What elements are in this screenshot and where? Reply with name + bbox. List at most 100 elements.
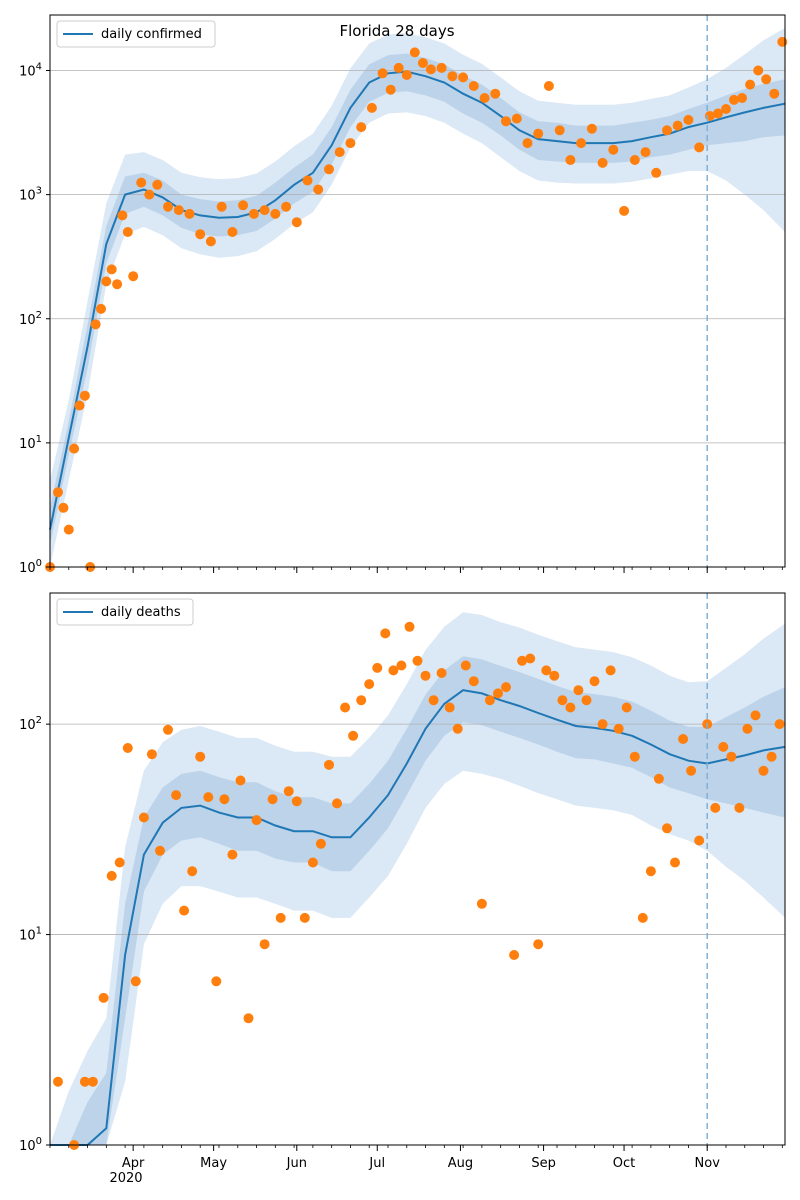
deaths-axes-frame	[49, 592, 786, 1146]
inner-uncertainty-band	[50, 656, 785, 1145]
observed-point	[573, 685, 584, 696]
y-tick-label: 100	[19, 558, 42, 576]
observed-point	[98, 992, 109, 1003]
observed-point	[565, 702, 576, 713]
observed-point	[238, 200, 249, 211]
observed-point	[758, 765, 769, 776]
observed-point	[417, 58, 428, 68]
observed-point	[377, 68, 388, 79]
observed-point	[53, 1076, 63, 1087]
observed-point	[275, 912, 286, 923]
observed-point	[366, 102, 377, 113]
observed-point	[409, 47, 420, 58]
observed-point	[436, 62, 447, 73]
observed-point	[117, 210, 128, 221]
observed-point	[171, 790, 182, 801]
observed-point	[533, 939, 544, 950]
x-tick-label: Sep	[531, 1156, 556, 1171]
deaths-panel: 100 101 102 Apr May Jun Jul Aug Sep Oct Nov daily…	[19, 592, 786, 1186]
observed-point	[345, 138, 356, 149]
observed-point	[396, 660, 407, 671]
observed-point	[195, 751, 206, 762]
observed-point	[525, 653, 536, 664]
observed-point	[144, 189, 155, 200]
observed-point	[128, 271, 139, 282]
observed-point	[710, 802, 721, 813]
observed-point	[557, 695, 568, 706]
observed-point	[686, 765, 697, 776]
observed-point	[586, 123, 597, 134]
observed-point	[511, 113, 522, 124]
y-tick-label: 102	[19, 715, 42, 733]
observed-point	[458, 72, 469, 83]
observed-point	[726, 751, 737, 762]
y-tick-label: 100	[19, 1136, 42, 1154]
observed-point	[195, 229, 206, 240]
observed-point	[683, 114, 694, 125]
observed-point	[291, 217, 302, 228]
observed-point	[729, 94, 739, 105]
observed-point	[313, 184, 324, 195]
observed-point	[163, 201, 173, 212]
x-tick-label: Jul	[368, 1156, 385, 1171]
observed-point	[334, 147, 345, 158]
observed-point	[302, 175, 313, 186]
observed-point	[420, 670, 431, 681]
observed-point	[694, 142, 705, 153]
observed-point	[393, 62, 404, 73]
observed-point	[425, 64, 436, 75]
confirmed-uncertainty-bands	[50, 28, 785, 567]
observed-point	[678, 734, 689, 744]
observed-point	[619, 205, 630, 216]
observed-point	[356, 122, 367, 133]
observed-point	[761, 74, 772, 85]
observed-point	[581, 695, 592, 706]
observed-point	[460, 660, 471, 671]
observed-point	[235, 775, 246, 786]
observed-point	[248, 208, 259, 219]
y-tick-label: 102	[19, 310, 42, 328]
observed-point	[597, 719, 608, 730]
observed-point	[651, 167, 662, 178]
observed-point	[774, 719, 785, 730]
observed-point	[777, 36, 788, 47]
x-tick-label: May	[200, 1156, 227, 1171]
observed-point	[79, 1076, 90, 1087]
year-label: 2020	[109, 1171, 142, 1186]
observed-point	[79, 390, 90, 401]
observed-point	[404, 621, 415, 632]
observed-point	[712, 108, 723, 119]
observed-point	[122, 743, 133, 753]
observed-point	[122, 227, 133, 237]
observed-point	[672, 120, 683, 131]
observed-point	[565, 155, 576, 165]
figure-title: Florida 28 days	[339, 22, 454, 40]
confirmed-observed-points	[45, 36, 788, 572]
observed-point	[554, 125, 565, 136]
observed-point	[216, 201, 227, 212]
observed-point	[385, 84, 396, 95]
observed-point	[476, 898, 487, 909]
observed-point	[468, 676, 479, 687]
inner-uncertainty-band	[50, 53, 785, 546]
observed-point	[259, 939, 270, 950]
observed-point	[484, 695, 495, 706]
observed-point	[653, 773, 664, 784]
observed-point	[372, 662, 383, 673]
observed-point	[605, 665, 616, 676]
observed-point	[753, 65, 764, 76]
confirmed-axes-frame	[49, 14, 786, 568]
observed-point	[203, 792, 214, 803]
observed-point	[270, 208, 281, 219]
observed-point	[541, 665, 552, 676]
observed-point	[136, 177, 147, 188]
observed-point	[299, 912, 310, 923]
observed-point	[112, 279, 123, 290]
observed-point	[227, 227, 238, 237]
observed-point	[493, 688, 503, 699]
observed-point	[227, 849, 238, 860]
observed-point	[163, 724, 173, 735]
observed-point	[173, 205, 184, 216]
observed-point	[101, 276, 112, 287]
observed-point	[468, 81, 479, 91]
